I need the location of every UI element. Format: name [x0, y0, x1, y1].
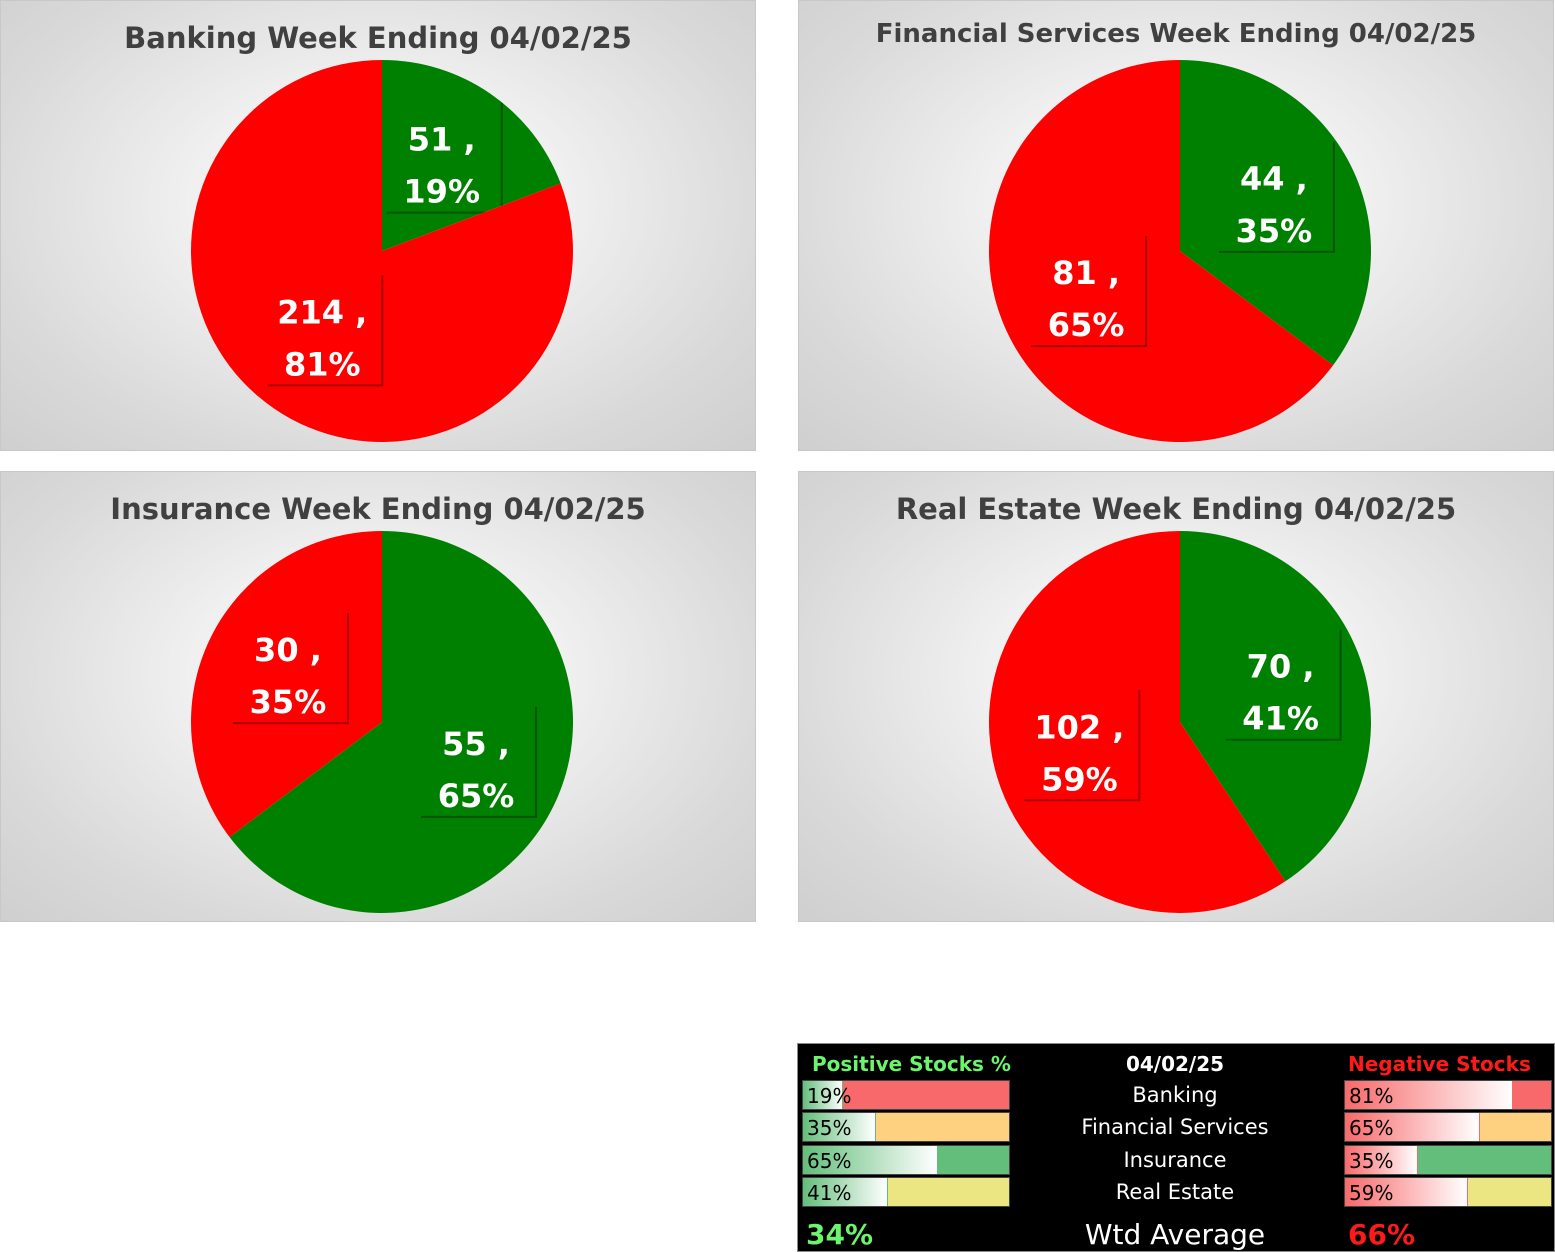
sector-label: Banking: [1132, 1083, 1218, 1107]
data-label-value: 55 ,: [442, 725, 510, 763]
pie-svg-banking: 51 , 19% 214 , 81%: [191, 60, 574, 442]
data-label-percent: 59%: [1041, 760, 1118, 798]
data-label-shadow: [232, 613, 349, 725]
footer-label: Wtd Average: [1084, 1218, 1266, 1251]
data-label-shadow: [1218, 141, 1335, 253]
negative-bar: [1345, 1178, 1468, 1206]
data-label-value: 44 ,: [1240, 160, 1308, 198]
summary-footer-row: 34% Wtd Average 66%: [800, 1210, 1552, 1251]
negative-value: 81%: [1349, 1084, 1394, 1108]
data-label-shadow: [1031, 236, 1148, 348]
summary-row: 41% Real Estate 59%: [800, 1176, 1552, 1208]
negative-bar: [1345, 1146, 1419, 1174]
pie-chart-banking: 51 , 19% 214 , 81% Banking Week Ending 04/0…: [0, 0, 756, 451]
chart-title: Banking Week Ending 04/02/25: [124, 21, 632, 55]
positive-value: 65%: [807, 1149, 852, 1173]
chart-title: Financial Services Week Ending 04/02/25: [875, 19, 1477, 49]
summary-row: 65% Insurance 35%: [800, 1144, 1552, 1176]
pie-slice-positive: [382, 60, 561, 251]
data-label-value: 214 ,: [277, 293, 367, 331]
positive-cell: 19%: [802, 1080, 1010, 1110]
sector-label: Financial Services: [1081, 1115, 1269, 1139]
summary-table: Positive Stocks % 04/02/25 Negative Stoc…: [797, 1043, 1555, 1252]
chart-title: Insurance Week Ending 04/02/25: [110, 492, 646, 526]
negative-cell: 59%: [1344, 1177, 1552, 1207]
data-label-percent: 65%: [438, 777, 515, 815]
data-label-shadow: [267, 275, 384, 387]
summary-header-row: Positive Stocks % 04/02/25 Negative Stoc…: [800, 1046, 1552, 1100]
summary-row: 19% Banking 81%: [800, 1079, 1552, 1111]
data-label-shadow: [421, 706, 538, 818]
pie-slice-positive: [1180, 60, 1371, 366]
negative-cell: 65%: [1344, 1112, 1552, 1142]
pie-slice-negative: [191, 531, 382, 838]
header-date: 04/02/25: [1125, 1052, 1225, 1076]
pie-chart-financial-services: 44 , 35% 81 , 65% Financial Services Week E…: [798, 0, 1554, 451]
positive-value: 35%: [807, 1116, 852, 1140]
data-label-percent: 19%: [403, 173, 480, 211]
pie-slice-negative: [988, 531, 1286, 913]
negative-value: 35%: [1349, 1149, 1394, 1173]
pie-chart-insurance: 55 , 65% 30 , 35% Insurance Week Ending 04/…: [0, 471, 756, 922]
positive-value: 41%: [807, 1181, 852, 1205]
pie-slice-negative: [988, 60, 1334, 443]
negative-cell: 81%: [1344, 1080, 1552, 1110]
data-label-percent: 35%: [250, 683, 327, 721]
data-label-shadow: [1024, 690, 1141, 802]
footer-positive: 34%: [806, 1218, 874, 1251]
data-label-value: 81 ,: [1052, 254, 1120, 292]
data-label-percent: 65%: [1048, 306, 1125, 344]
positive-cell: 65%: [802, 1145, 1010, 1175]
positive-cell: 35%: [802, 1112, 1010, 1142]
footer-negative: 66%: [1348, 1218, 1416, 1251]
data-label-value: 102 ,: [1034, 708, 1124, 746]
chart-title: Real Estate Week Ending 04/02/25: [895, 492, 1457, 526]
negative-value: 59%: [1349, 1181, 1394, 1205]
header-positive: Positive Stocks %: [812, 1052, 1011, 1076]
positive-bar: [803, 1178, 889, 1206]
pie-svg-real-estate: 70 , 41% 102 , 59%: [988, 531, 1371, 913]
sector-label: Real Estate: [1115, 1180, 1235, 1204]
pie-slice-positive: [1180, 531, 1371, 882]
pie-slice-negative: [191, 60, 574, 442]
data-label-value: 51 ,: [408, 121, 476, 159]
negative-cell: 35%: [1344, 1145, 1552, 1175]
pie-svg-insurance: 55 , 65% 30 , 35%: [191, 531, 573, 913]
positive-bar: [803, 1081, 844, 1109]
data-label-value: 70 ,: [1247, 648, 1315, 686]
negative-bar: [1345, 1113, 1480, 1141]
data-label-percent: 35%: [1236, 212, 1313, 250]
positive-cell: 41%: [802, 1177, 1010, 1207]
negative-bar: [1345, 1081, 1513, 1109]
positive-bar: [803, 1146, 938, 1174]
pie-slice-positive: [229, 531, 573, 913]
data-label-percent: 41%: [1242, 700, 1319, 738]
pie-chart-real-estate: 70 , 41% 102 , 59% Real Estate Week Ending …: [798, 471, 1554, 922]
sector-label: Insurance: [1123, 1148, 1227, 1172]
negative-value: 65%: [1349, 1116, 1394, 1140]
positive-bar: [803, 1113, 877, 1141]
data-label-shadow: [1225, 629, 1342, 741]
data-label-percent: 81%: [284, 345, 361, 383]
positive-value: 19%: [807, 1084, 852, 1108]
data-label-value: 30 ,: [254, 631, 322, 669]
summary-row: 35% Financial Services 65%: [800, 1111, 1552, 1143]
pie-svg-financial-services: 44 , 35% 81 , 65%: [988, 60, 1371, 443]
